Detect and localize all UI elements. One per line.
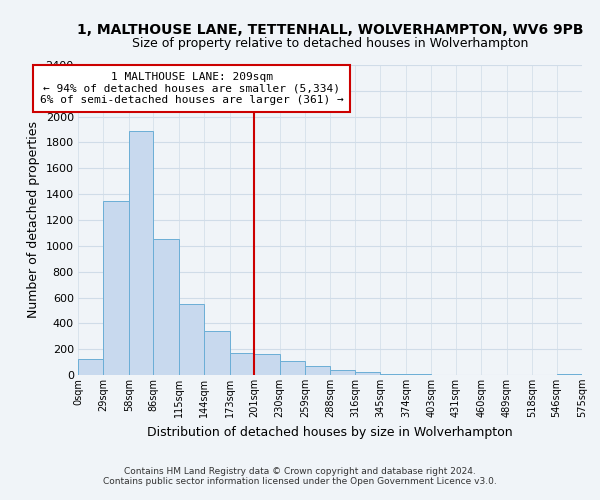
Text: 1 MALTHOUSE LANE: 209sqm
← 94% of detached houses are smaller (5,334)
6% of semi: 1 MALTHOUSE LANE: 209sqm ← 94% of detach… bbox=[40, 72, 344, 105]
Bar bbox=[355, 372, 380, 375]
Y-axis label: Number of detached properties: Number of detached properties bbox=[27, 122, 40, 318]
Text: 1, MALTHOUSE LANE, TETTENHALL, WOLVERHAMPTON, WV6 9PB: 1, MALTHOUSE LANE, TETTENHALL, WOLVERHAM… bbox=[77, 22, 583, 36]
Bar bbox=[557, 374, 582, 375]
Bar bbox=[331, 370, 355, 375]
Bar bbox=[406, 374, 431, 375]
Bar bbox=[78, 359, 103, 375]
Text: Contains public sector information licensed under the Open Government Licence v3: Contains public sector information licen… bbox=[103, 477, 497, 486]
X-axis label: Distribution of detached houses by size in Wolverhampton: Distribution of detached houses by size … bbox=[147, 426, 513, 438]
Bar bbox=[129, 131, 154, 375]
Text: Size of property relative to detached houses in Wolverhampton: Size of property relative to detached ho… bbox=[132, 38, 528, 51]
Text: Contains HM Land Registry data © Crown copyright and database right 2024.: Contains HM Land Registry data © Crown c… bbox=[124, 467, 476, 476]
Bar bbox=[280, 361, 305, 375]
Bar bbox=[204, 331, 230, 375]
Bar bbox=[179, 304, 204, 375]
Bar bbox=[380, 374, 406, 375]
Bar bbox=[154, 240, 179, 375]
Bar bbox=[305, 366, 331, 375]
Bar bbox=[230, 353, 254, 375]
Bar bbox=[254, 354, 280, 375]
Bar bbox=[103, 200, 129, 375]
